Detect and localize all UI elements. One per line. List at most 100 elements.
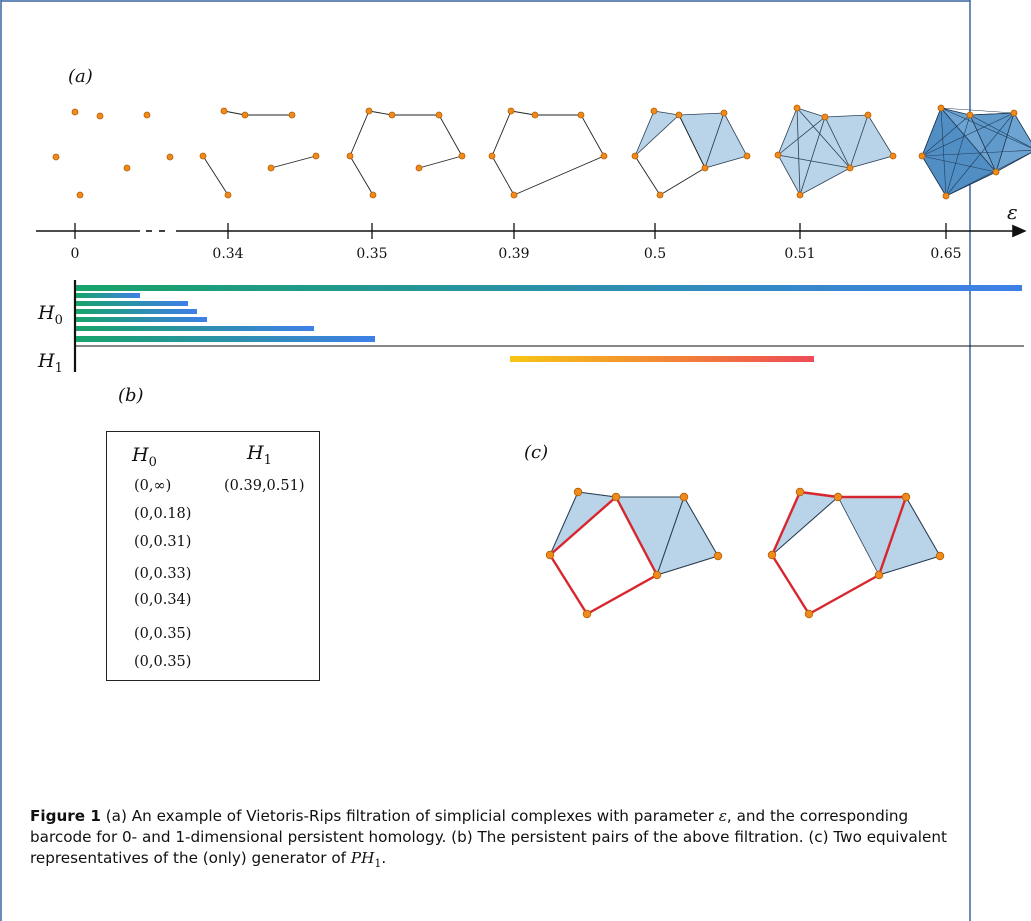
edge [771, 496, 839, 556]
filtration-snapshots [52, 104, 1031, 200]
caption-epsilon: ε [718, 807, 727, 825]
edge [656, 496, 685, 576]
point [774, 151, 782, 159]
edge [491, 155, 515, 196]
edge [940, 107, 997, 173]
point [701, 164, 709, 172]
edge [921, 114, 971, 157]
h0-bar [76, 317, 207, 322]
point [937, 104, 945, 112]
generator-edge [614, 496, 659, 576]
point [889, 152, 897, 160]
h0-header-letter: H [132, 444, 149, 466]
edge [777, 154, 851, 169]
caption-figure-number: Figure 1 [30, 807, 101, 825]
point [1010, 109, 1018, 117]
edge [940, 107, 947, 197]
point [942, 192, 950, 200]
point [600, 152, 608, 160]
h0-pair-6: (0,0.35) [134, 626, 192, 642]
point [833, 492, 843, 502]
point [966, 111, 974, 119]
h1-column-header: H1 [247, 442, 272, 468]
edge [995, 112, 1015, 173]
generator-edge [808, 573, 880, 616]
point [123, 164, 131, 172]
edge [945, 171, 997, 197]
h1-bar [510, 356, 814, 362]
point [846, 164, 854, 172]
edge [549, 491, 579, 556]
point [743, 152, 751, 160]
edge [418, 155, 463, 169]
point [577, 111, 585, 119]
edge [824, 116, 851, 169]
point [241, 111, 249, 119]
point [767, 550, 777, 560]
h0-letter: H [38, 302, 55, 324]
epsilon-axis: 0 0.34 0.35 0.39 0.5 0.51 0.65 [36, 223, 1027, 262]
epsilon-symbol: ε [1007, 200, 1018, 224]
point [675, 111, 683, 119]
caption-ph-letters: PH [350, 849, 375, 867]
point [267, 164, 275, 172]
edge [796, 107, 851, 169]
point [415, 164, 423, 172]
edge [921, 107, 942, 157]
point [369, 191, 377, 199]
h0-bar [76, 293, 140, 298]
point [864, 111, 872, 119]
barcode [73, 280, 1024, 372]
simplex [704, 112, 748, 169]
h0-bar [76, 285, 1022, 291]
edge [921, 149, 1031, 157]
generator-edge [770, 554, 811, 615]
edge [940, 107, 971, 116]
representative-1 [545, 487, 723, 619]
point [346, 152, 354, 160]
h0-sub: 0 [54, 312, 63, 328]
h0-pair-2: (0,0.18) [134, 506, 192, 522]
axis-tick-label: 0.34 [212, 246, 243, 262]
edge [491, 110, 512, 157]
point [388, 111, 396, 119]
point [804, 609, 814, 619]
edge [849, 114, 869, 169]
axis-tick-label: 0.5 [644, 246, 666, 262]
point [573, 487, 583, 497]
edge [580, 114, 605, 157]
point [224, 191, 232, 199]
h1-pair-1: (0.39,0.51) [224, 478, 305, 494]
edge [513, 155, 605, 196]
point [821, 113, 829, 121]
h1-header-sub: 1 [263, 452, 272, 468]
generator-edge [770, 491, 802, 556]
point [507, 107, 515, 115]
edge [577, 491, 617, 498]
panel-b-label: (b) [118, 385, 144, 406]
point [435, 111, 443, 119]
panel-c-label: (c) [524, 442, 549, 463]
edge [1013, 112, 1031, 143]
edge [510, 110, 536, 116]
snapshot-eps-039 [488, 107, 608, 199]
edge [940, 107, 1031, 149]
point [199, 152, 207, 160]
point [288, 111, 296, 119]
axis-tick-label: 0.35 [356, 246, 387, 262]
point [96, 112, 104, 120]
edge [945, 112, 1015, 197]
h0-barcode-label: H0 [38, 302, 63, 328]
edge [921, 112, 1015, 157]
h0-pair-1: (0,∞) [134, 478, 172, 494]
h0-pair-7: (0,0.35) [134, 654, 192, 670]
edge [799, 116, 826, 196]
point [52, 153, 60, 161]
figure-caption: Figure 1 (a) An example of Vietoris-Rips… [30, 806, 970, 874]
edge [270, 155, 317, 169]
edge [683, 496, 719, 557]
edge [634, 155, 661, 196]
snapshot-eps-035 [346, 107, 466, 199]
h1-header-letter: H [247, 442, 264, 464]
